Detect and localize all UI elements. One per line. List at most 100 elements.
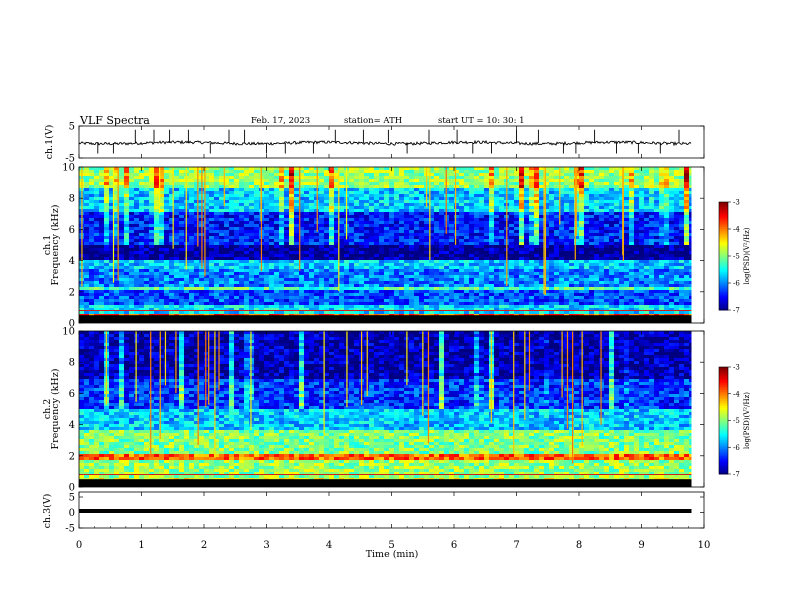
spectrogram-cell: [244, 260, 249, 263]
spectrogram-cell: [264, 308, 269, 311]
spectrogram-cell: [159, 167, 164, 170]
spectrogram-cell: [429, 311, 434, 314]
spectrogram-cell: [509, 266, 514, 269]
spectrogram-cell: [209, 221, 214, 224]
spectrogram-cell: [224, 266, 229, 269]
spectrogram-cell: [294, 248, 299, 251]
spectrogram-cell: [244, 191, 249, 194]
spectrogram-cell: [289, 176, 294, 179]
spectrogram-cell: [429, 293, 434, 296]
spectrogram-cell: [464, 170, 469, 173]
spectrogram-cell: [134, 203, 139, 206]
spectrogram-cell: [429, 191, 434, 194]
spectrogram-cell: [529, 191, 534, 194]
spectrogram-cell: [149, 278, 154, 281]
spectrogram-cell: [314, 290, 319, 293]
spectrogram-cell: [494, 305, 499, 308]
spectrogram-cell: [264, 299, 269, 302]
spectrogram-cell: [534, 176, 539, 179]
spectrogram-cell: [469, 182, 474, 185]
spectrogram-cell: [244, 281, 249, 284]
spectrogram-cell: [439, 251, 444, 254]
spectrogram-cell: [124, 266, 129, 269]
spectrogram-cell: [309, 224, 314, 227]
spectrogram-cell: [104, 209, 109, 212]
spectrogram-cell: [369, 170, 374, 173]
spectrogram-cell: [124, 257, 129, 260]
spectrogram-cell: [544, 218, 549, 221]
spectrogram-cell: [89, 182, 94, 185]
spectrogram-cell: [439, 287, 444, 290]
spectrogram-cell: [284, 179, 289, 182]
spectrogram-cell: [534, 308, 539, 311]
spectrogram-cell: [529, 200, 534, 203]
spectrogram-cell: [189, 173, 194, 176]
spectrogram-cell: [209, 290, 214, 293]
spectrogram-cell: [249, 200, 254, 203]
spectrogram-cell: [529, 212, 534, 215]
spectrogram-cell: [384, 173, 389, 176]
spectrogram-cell: [264, 275, 269, 278]
spectrogram-cell: [269, 278, 274, 281]
spectrogram-cell: [274, 296, 279, 299]
spectrogram-cell: [484, 248, 489, 251]
spectrogram-cell: [314, 260, 319, 263]
spectrogram-cell: [524, 281, 529, 284]
spectrogram-cell: [209, 281, 214, 284]
spectrogram-cell: [214, 218, 219, 221]
spectrogram-cell: [369, 185, 374, 188]
spectrogram-cell: [369, 275, 374, 278]
spectrogram-cell: [484, 212, 489, 215]
spectrogram-cell: [254, 296, 259, 299]
spectrogram-cell: [214, 200, 219, 203]
spectrogram-cell: [309, 194, 314, 197]
spectrogram-cell: [139, 308, 144, 311]
spectrogram-cell: [404, 269, 409, 272]
spectrogram-cell: [469, 209, 474, 212]
spectrogram-cell: [99, 233, 104, 236]
spectrogram-cell: [254, 167, 259, 170]
spectrogram-cell: [369, 278, 374, 281]
spectrogram-cell: [279, 194, 284, 197]
spectrogram-cell: [514, 296, 519, 299]
spectrogram-cell: [519, 200, 524, 203]
spectrogram-cell: [549, 272, 554, 275]
spectrogram-cell: [329, 281, 334, 284]
spectrogram-cell: [479, 212, 484, 215]
spectrogram-cell: [539, 200, 544, 203]
spectrogram-cell: [209, 215, 214, 218]
spectrogram-cell: [194, 299, 199, 302]
spectrogram-cell: [384, 200, 389, 203]
spectrogram-cell: [99, 290, 104, 293]
spectrogram-cell: [399, 275, 404, 278]
spectrogram-cell: [399, 308, 404, 311]
spectrogram-cell: [349, 233, 354, 236]
spectrogram-cell: [109, 167, 114, 170]
spectrogram-cell: [389, 203, 394, 206]
spectrogram-cell: [519, 281, 524, 284]
spectrogram-cell: [249, 296, 254, 299]
spectrogram-cell: [219, 305, 224, 308]
spectrogram-cell: [164, 224, 169, 227]
spectrogram-cell: [524, 284, 529, 287]
spectrogram-cell: [494, 182, 499, 185]
spectrogram-cell: [309, 308, 314, 311]
spectrogram-cell: [209, 191, 214, 194]
spectrogram-cell: [334, 299, 339, 302]
spectrogram-cell: [229, 290, 234, 293]
spectrogram-cell: [519, 278, 524, 281]
spectrogram-cell: [434, 302, 439, 305]
spectrogram-cell: [414, 281, 419, 284]
spectrogram-cell: [124, 194, 129, 197]
spectrogram-cell: [94, 260, 99, 263]
spectrogram-cell: [419, 176, 424, 179]
spectrogram-cell: [449, 302, 454, 305]
spectrogram-cell: [439, 200, 444, 203]
spectrogram-cell: [159, 248, 164, 251]
spectrogram-cell: [329, 173, 334, 176]
spectrogram-cell: [119, 287, 124, 290]
spectrogram-cell: [219, 308, 224, 311]
spectrogram-cell: [509, 281, 514, 284]
spectrogram-cell: [349, 224, 354, 227]
spectrogram-cell: [554, 278, 559, 281]
